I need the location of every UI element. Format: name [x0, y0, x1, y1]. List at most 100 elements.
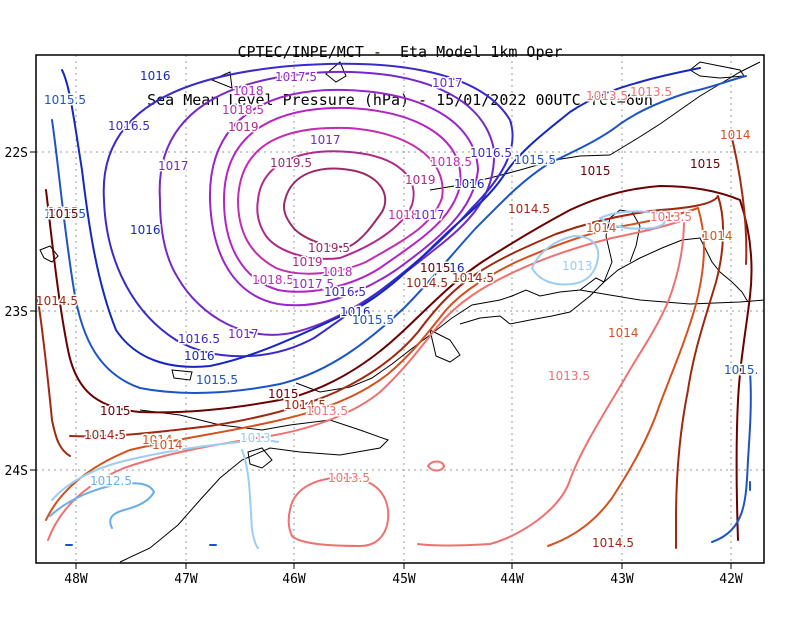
map-frame: [35, 54, 765, 564]
contour-label: 1016: [130, 223, 161, 237]
y-tick-label: 22S: [5, 146, 28, 161]
x-axis-labels: 48W 47W 46W 45W 44W 43W 42W: [64, 572, 743, 587]
contour-1013-east: [531, 235, 600, 286]
contour-1016-5: [102, 62, 514, 358]
contour-1012-5: [49, 482, 155, 529]
x-tick-label: 44W: [500, 572, 524, 587]
contour-1014: [45, 207, 705, 547]
contour-label: 1017.5: [275, 70, 317, 84]
contour-label: 1016.5: [108, 119, 150, 133]
contour-label: 1014.5: [36, 294, 78, 308]
x-tick-label: 43W: [610, 572, 634, 587]
contour-label: 1015: [268, 387, 299, 401]
contour-label: 1017.5: [292, 277, 334, 291]
contour-label: 1019.5: [270, 156, 312, 170]
contour-label: 1016.5: [324, 285, 366, 299]
contour-label: 1015: [420, 261, 451, 275]
contour-label: 1015.5: [352, 313, 394, 327]
contour-label: 1014: [586, 221, 617, 235]
contour-label: 1015.5: [196, 373, 238, 387]
contour-1013-5-inner: [287, 476, 390, 547]
contour-1019-5: [282, 167, 387, 248]
contour-labels: 10161015.51016.510171017.510181018.51019…: [35, 68, 760, 552]
title-line-1: CPTEC/INPE/MCT - Eta Model 1km Oper: [237, 43, 563, 61]
contour-1013-ne: [599, 210, 667, 230]
x-tick-label: 42W: [719, 572, 743, 587]
contour-1017: [158, 70, 496, 336]
contour-label: 1018.5: [430, 155, 472, 169]
x-tick-label: 48W: [64, 572, 88, 587]
contour-label: 1016: [434, 261, 465, 275]
contour-label: 1019: [405, 173, 436, 187]
contour-label: 1017: [158, 159, 189, 173]
contour-label: 1014: [142, 433, 173, 447]
contour-label: 1013.5: [650, 210, 692, 224]
contour-label: 1013.5: [548, 369, 590, 383]
contour-label: 1018.5: [252, 273, 294, 287]
contour-1013: [51, 439, 279, 501]
x-tick-label: 45W: [392, 572, 416, 587]
contour-1015-5: [51, 75, 747, 394]
contour-label: 1014.5: [406, 276, 448, 290]
contour-label: 1017: [432, 76, 463, 90]
contours: [37, 62, 753, 549]
contour-label: 1014.5: [452, 271, 494, 285]
contour-label: 1015.5: [44, 207, 86, 221]
contour-label: 1013.5: [328, 471, 370, 485]
contour-label: 1018.5: [222, 103, 264, 117]
contour-label: 1015: [48, 207, 79, 221]
contour-label: 1014: [702, 229, 733, 243]
contour-1013-south: [241, 449, 259, 549]
contour-label: 1014.5: [284, 398, 326, 412]
contour-label: 1015: [48, 205, 79, 219]
contour-label: 1017: [228, 327, 259, 341]
contour-1015: [45, 185, 753, 541]
contour-label: 1019: [292, 255, 323, 269]
contour-1014-5-west: [37, 299, 71, 457]
contour-label: 1014.5: [84, 428, 126, 442]
contour-1016: [61, 67, 701, 368]
contour-label: 1014: [608, 326, 639, 340]
contour-label: 1016: [140, 69, 171, 83]
contour-label: 1014.5: [508, 202, 550, 216]
contour-label: 1018: [322, 265, 353, 279]
contour-1015-5-se: [711, 371, 752, 543]
contour-1013-5-blob: [427, 460, 445, 472]
contour-label: 1015: [580, 164, 611, 178]
contour-label: 1013.5: [586, 89, 628, 103]
contour-label: 1014: [152, 438, 183, 452]
contour-label: 1016: [184, 349, 215, 363]
y-axis-labels: 22S 23S 24S: [5, 146, 28, 479]
contour-label: 1016.5: [178, 332, 220, 346]
contour-1014-5: [69, 195, 725, 549]
tick-marks: [30, 151, 732, 569]
contour-label: 1013: [240, 431, 271, 445]
contour-label: 1013: [562, 259, 593, 273]
contour-label: 1016: [454, 177, 485, 191]
contour-label: 1015: [690, 157, 721, 171]
contour-label: 1014.5: [592, 536, 634, 550]
contour-label: 1016.5: [470, 146, 512, 160]
contour-1014-5-east: [729, 129, 748, 265]
contour-label: 1012.5: [90, 474, 132, 488]
contour-1013-5: [47, 219, 685, 547]
contour-1017-5: [208, 88, 479, 307]
contour-label: 1016: [340, 305, 371, 319]
contour-label: 1018: [233, 84, 264, 98]
contour-label: 1017: [414, 208, 445, 222]
contour-label: 1019: [228, 120, 259, 134]
x-tick-label: 46W: [282, 572, 306, 587]
contour-label: 1015: [100, 404, 131, 418]
contour-label: 1013.5: [630, 85, 672, 99]
contour-label: 1018.5: [388, 208, 430, 222]
contour-1019: [256, 150, 415, 260]
contour-label: 1014: [720, 128, 751, 142]
x-tick-label: 47W: [174, 572, 198, 587]
contour-label: 1015.: [724, 363, 758, 377]
contour-label: 1019.5: [308, 241, 350, 255]
contour-label: 1013.5: [306, 404, 348, 418]
contour-label: 1015.5: [44, 93, 86, 107]
y-tick-label: 24S: [5, 464, 28, 479]
contour-1018-5: [237, 126, 444, 275]
